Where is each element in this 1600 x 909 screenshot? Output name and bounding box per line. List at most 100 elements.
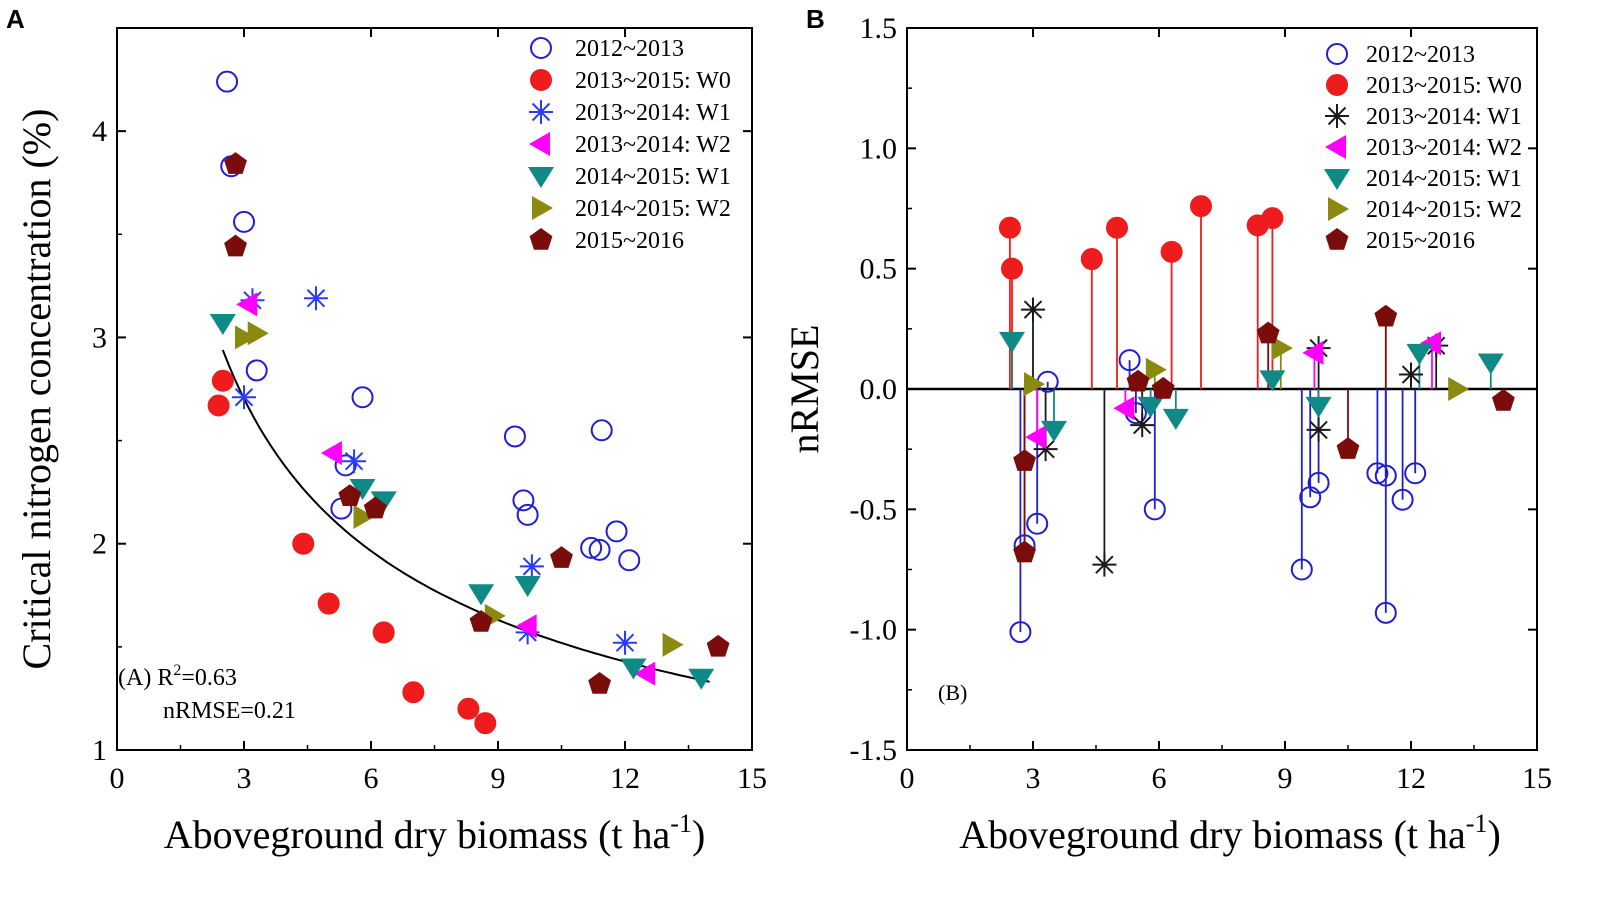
data-point bbox=[1420, 331, 1441, 356]
data-point bbox=[1145, 357, 1167, 382]
data-point bbox=[1374, 304, 1398, 327]
data-point bbox=[1366, 462, 1389, 485]
legend-marker bbox=[1324, 169, 1350, 190]
x-tick-label: 12 bbox=[1396, 762, 1426, 795]
x-tick-label: 9 bbox=[491, 762, 506, 795]
x-tick-label: 15 bbox=[737, 762, 767, 795]
x-tick-label: 3 bbox=[237, 762, 252, 795]
r2-annotation: (A) R2=0.63 bbox=[118, 662, 237, 691]
data-point bbox=[1477, 353, 1504, 375]
x-tick-label: 12 bbox=[610, 762, 640, 795]
data-point bbox=[613, 630, 637, 655]
data-point bbox=[662, 632, 684, 657]
x-axis-label-end: ) bbox=[692, 812, 705, 857]
x-axis-label: Aboveground dry biomass (t ha-1) bbox=[164, 809, 706, 857]
legend-label: 2013~2014: W2 bbox=[1366, 135, 1522, 161]
data-point bbox=[211, 369, 234, 392]
data-point bbox=[317, 592, 340, 615]
data-point bbox=[1130, 413, 1155, 438]
data-point bbox=[1399, 362, 1423, 387]
legend-label: 2015~2016 bbox=[1366, 228, 1475, 254]
legend-marker bbox=[532, 196, 553, 220]
data-point bbox=[503, 425, 526, 448]
data-point bbox=[1013, 540, 1037, 563]
data-point bbox=[634, 661, 656, 686]
legend-marker bbox=[529, 100, 553, 124]
data-point bbox=[334, 454, 357, 477]
data-point bbox=[1256, 321, 1280, 344]
data-point bbox=[1025, 425, 1047, 450]
data-point bbox=[1113, 396, 1135, 421]
data-point bbox=[338, 484, 362, 506]
data-point bbox=[370, 491, 397, 513]
data-point bbox=[363, 496, 387, 519]
y-tick-label: 4 bbox=[92, 115, 107, 148]
data-point bbox=[1336, 437, 1360, 459]
data-point bbox=[1092, 552, 1117, 577]
data-point bbox=[580, 536, 603, 559]
data-point bbox=[303, 286, 328, 311]
data-point bbox=[1118, 349, 1141, 372]
legend-label: 2013~2014: W1 bbox=[575, 100, 731, 126]
data-point bbox=[1391, 488, 1414, 511]
legend-marker bbox=[1328, 197, 1349, 221]
data-point bbox=[1307, 471, 1330, 494]
data-point bbox=[320, 440, 342, 465]
data-point bbox=[402, 681, 425, 704]
data-point bbox=[618, 549, 641, 572]
legend-marker bbox=[1325, 228, 1349, 250]
x-tick-label: 0 bbox=[110, 762, 125, 795]
data-point bbox=[1190, 195, 1212, 218]
data-point bbox=[1448, 377, 1470, 401]
legend-label: 2013~2014: W1 bbox=[1366, 104, 1522, 130]
data-point bbox=[245, 359, 268, 382]
data-point bbox=[1259, 370, 1286, 392]
legend-marker bbox=[529, 228, 553, 250]
data-point bbox=[1302, 340, 1324, 365]
legend-label: 2014~2015: W2 bbox=[1366, 197, 1522, 223]
data-point bbox=[1013, 449, 1037, 471]
data-point bbox=[1290, 558, 1313, 581]
data-point bbox=[236, 292, 258, 317]
legend-marker bbox=[530, 37, 552, 59]
data-point bbox=[514, 575, 541, 597]
y-tick-label: -1.5 bbox=[850, 734, 898, 767]
x-axis-label: Aboveground dry biomass (t ha-1) bbox=[959, 809, 1501, 857]
data-point bbox=[999, 331, 1025, 353]
legend-label: 2012~2013 bbox=[575, 36, 684, 62]
legend-label: 2015~2016 bbox=[575, 228, 684, 254]
data-point bbox=[1126, 369, 1150, 392]
data-point bbox=[1009, 621, 1032, 644]
nrmse-annotation: nRMSE=0.21 bbox=[163, 698, 296, 724]
data-point bbox=[1491, 389, 1515, 411]
data-point bbox=[1080, 248, 1103, 271]
data-point bbox=[1162, 408, 1189, 430]
data-point bbox=[706, 634, 730, 657]
data-point bbox=[224, 152, 247, 174]
data-point bbox=[292, 532, 315, 555]
data-point bbox=[519, 554, 544, 579]
legend-label: 2013~2014: W2 bbox=[575, 132, 731, 158]
data-point bbox=[588, 671, 612, 694]
data-point bbox=[512, 489, 535, 512]
panel-b-annotation: (B) bbox=[938, 680, 967, 705]
y-tick-label: 1.5 bbox=[860, 12, 898, 45]
data-point bbox=[224, 234, 247, 257]
y-tick-label: 3 bbox=[92, 321, 107, 354]
data-point bbox=[1406, 343, 1433, 365]
legend-marker bbox=[529, 132, 550, 156]
data-point bbox=[353, 504, 375, 529]
data-point bbox=[1033, 437, 1058, 462]
legend-label: 2012~2013 bbox=[1366, 42, 1475, 68]
data-point bbox=[620, 658, 647, 680]
data-point bbox=[351, 386, 374, 409]
y-tick-label: 1.0 bbox=[860, 132, 898, 165]
data-point bbox=[1151, 377, 1175, 399]
legend-marker bbox=[1325, 135, 1346, 159]
legend-label: 2014~2015: W1 bbox=[1366, 166, 1522, 192]
x-tick-label: 15 bbox=[1522, 762, 1552, 795]
x-tick-label: 3 bbox=[1026, 762, 1041, 795]
y-tick-label: -0.5 bbox=[850, 493, 898, 526]
data-point bbox=[209, 313, 236, 335]
data-point bbox=[1106, 216, 1128, 239]
